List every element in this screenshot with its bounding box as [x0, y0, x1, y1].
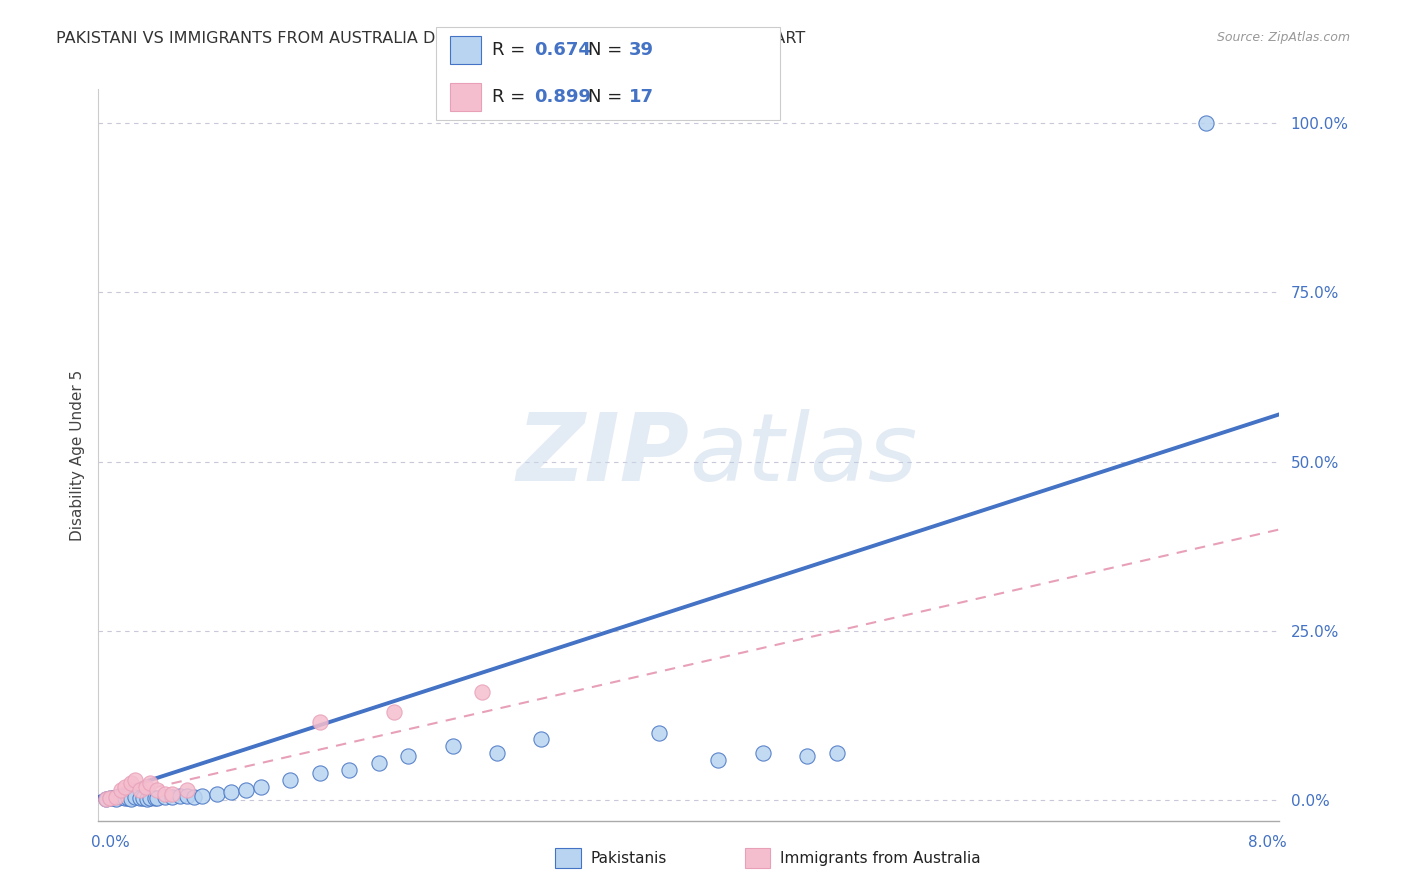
Point — [707, 753, 730, 767]
Point — [486, 746, 509, 760]
Point — [221, 785, 243, 799]
Point — [124, 789, 146, 804]
Point — [169, 789, 191, 804]
Point — [114, 780, 136, 794]
Point — [176, 783, 198, 797]
Point — [136, 792, 159, 806]
Point — [124, 772, 146, 787]
Point — [368, 756, 391, 770]
Point — [128, 791, 150, 805]
Text: ZIP: ZIP — [516, 409, 689, 501]
Point — [110, 783, 132, 797]
Point — [796, 749, 818, 764]
Text: PAKISTANI VS IMMIGRANTS FROM AUSTRALIA DISABILITY AGE UNDER 5 CORRELATION CHART: PAKISTANI VS IMMIGRANTS FROM AUSTRALIA D… — [56, 31, 806, 46]
Point — [235, 783, 257, 797]
Point — [648, 725, 671, 739]
Text: 0.0%: 0.0% — [91, 836, 131, 850]
Point — [153, 789, 176, 804]
Point — [530, 732, 553, 747]
Point — [382, 706, 405, 720]
Text: 0.674: 0.674 — [534, 41, 591, 59]
Point — [103, 790, 125, 805]
Y-axis label: Disability Age Under 5: Disability Age Under 5 — [69, 369, 84, 541]
Point — [752, 746, 775, 760]
Point — [471, 685, 494, 699]
Point — [309, 766, 332, 780]
Point — [162, 787, 183, 801]
Text: N =: N = — [588, 41, 627, 59]
Point — [132, 790, 155, 805]
Point — [94, 792, 117, 806]
Text: R =: R = — [492, 41, 531, 59]
Text: R =: R = — [492, 88, 531, 106]
Point — [162, 789, 183, 804]
Text: atlas: atlas — [689, 409, 917, 500]
Point — [135, 780, 157, 794]
Text: Pakistanis: Pakistanis — [591, 851, 666, 865]
Text: 0.899: 0.899 — [534, 88, 592, 106]
Point — [205, 787, 228, 801]
Point — [139, 791, 162, 805]
Point — [120, 792, 142, 806]
Text: 39: 39 — [628, 41, 654, 59]
Point — [309, 715, 332, 730]
Point — [139, 776, 162, 790]
Text: 17: 17 — [628, 88, 654, 106]
Point — [94, 792, 117, 806]
Point — [98, 791, 121, 805]
Point — [120, 776, 142, 790]
Point — [280, 772, 302, 787]
Point — [825, 746, 848, 760]
Point — [441, 739, 464, 753]
Point — [114, 791, 136, 805]
Point — [98, 791, 121, 805]
Text: Source: ZipAtlas.com: Source: ZipAtlas.com — [1216, 31, 1350, 45]
Text: N =: N = — [588, 88, 627, 106]
Text: 8.0%: 8.0% — [1247, 836, 1286, 850]
Point — [153, 787, 176, 801]
Point — [250, 780, 273, 794]
Point — [146, 783, 169, 797]
Text: Immigrants from Australia: Immigrants from Australia — [780, 851, 981, 865]
Point — [398, 749, 420, 764]
Point — [143, 791, 166, 805]
Point — [105, 792, 128, 806]
Point — [105, 789, 128, 804]
Point — [183, 789, 205, 804]
Point — [117, 790, 139, 805]
Point — [1195, 116, 1218, 130]
Point — [110, 789, 132, 804]
Point — [176, 789, 198, 803]
Point — [146, 790, 169, 805]
Point — [339, 763, 361, 777]
Point — [128, 783, 150, 797]
Point — [191, 789, 214, 804]
